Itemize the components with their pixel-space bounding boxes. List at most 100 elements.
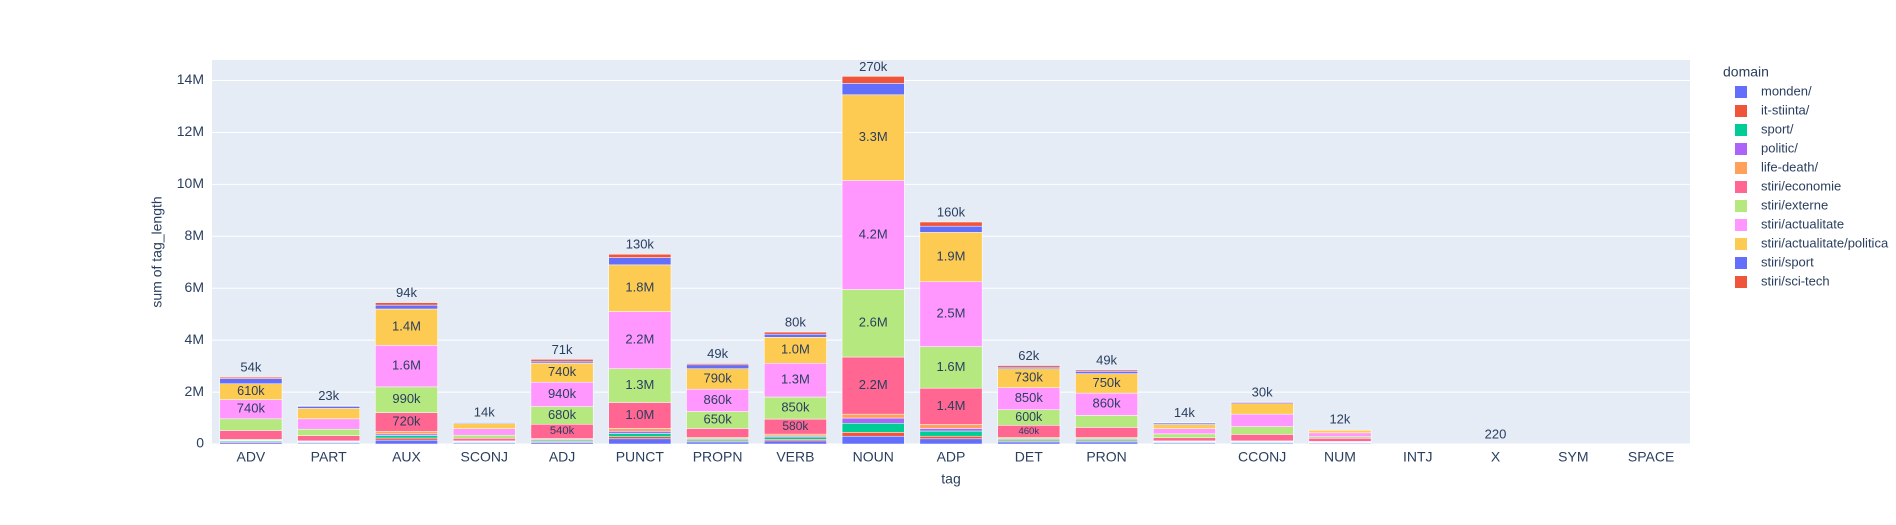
- bar-segment: [452, 423, 516, 429]
- x-tick-label: INTJ: [1403, 449, 1433, 465]
- y-tick-label: 2M: [185, 383, 204, 399]
- legend-swatch: [1735, 276, 1747, 288]
- data-label: 860k: [704, 392, 733, 407]
- data-label: 850k: [1015, 390, 1044, 405]
- bar-segment: [919, 424, 983, 429]
- data-label: 220: [1485, 426, 1507, 441]
- bar-segment: [608, 311, 672, 369]
- bar-segment: [375, 439, 438, 445]
- x-tick-label: PRON: [1086, 449, 1126, 465]
- bar-segment: [530, 360, 594, 364]
- data-label: 14k: [1174, 405, 1195, 420]
- legend-swatch: [1735, 143, 1747, 155]
- x-tick-label: ADV: [236, 449, 265, 465]
- x-tick-label: VERB: [776, 449, 814, 465]
- data-label: 30k: [1252, 384, 1273, 399]
- legend-label: stiri/actualitate: [1761, 216, 1844, 231]
- bar-segment: [608, 428, 672, 432]
- legend-label: stiri/actualitate/politica: [1761, 235, 1889, 250]
- bar-segment: [841, 435, 905, 445]
- legend-label: it-stiinta/: [1761, 102, 1810, 117]
- bar-segment: [919, 387, 983, 425]
- bar-segment: [841, 180, 905, 290]
- bar-segment: [764, 337, 827, 364]
- data-label: 4.2M: [859, 226, 888, 241]
- bar-segment: [375, 304, 438, 310]
- legend-swatch: [1735, 238, 1747, 250]
- bar-segment: [608, 436, 672, 440]
- legend-title: domain: [1723, 64, 1769, 80]
- bar-segment: [375, 308, 438, 346]
- bar-segment: [297, 406, 361, 409]
- bar-segment: [608, 402, 672, 429]
- bar-segment: [375, 386, 438, 413]
- bar-segment: [297, 428, 361, 436]
- bar-segment: [841, 289, 905, 358]
- legend-label: stiri/externe: [1761, 197, 1828, 212]
- bar-segment: [764, 363, 827, 398]
- data-label: 680k: [548, 407, 577, 422]
- bar-segment: [1308, 432, 1372, 437]
- bar-segment: [608, 438, 672, 445]
- legend-label: life-death/: [1761, 159, 1818, 174]
- x-tick-label: NOUN: [853, 449, 894, 465]
- bar-segment: [452, 428, 516, 436]
- bar-segment: [1153, 433, 1216, 439]
- bar-segment: [297, 418, 361, 430]
- data-label: 750k: [1092, 375, 1121, 390]
- bar-segment: [375, 302, 438, 306]
- data-label: 2.6M: [859, 315, 888, 330]
- data-label: 990k: [392, 391, 421, 406]
- legend-label: monden/: [1761, 83, 1812, 98]
- data-label: 650k: [704, 411, 733, 426]
- data-label: 1.0M: [625, 407, 654, 422]
- bar-segment: [1075, 441, 1138, 445]
- data-label: 270k: [859, 59, 888, 74]
- data-label: 600k: [1015, 410, 1043, 424]
- bar-segment: [1230, 426, 1294, 435]
- y-tick-label: 0: [196, 435, 204, 451]
- bar-segment: [608, 264, 672, 312]
- bar-segment: [686, 428, 749, 438]
- bar-segment: [219, 376, 283, 379]
- bar-segment: [919, 232, 983, 282]
- data-label: 160k: [937, 204, 966, 219]
- x-tick-label: CCONJ: [1238, 449, 1286, 465]
- bar-segment: [841, 94, 905, 181]
- data-label: 740k: [548, 364, 577, 379]
- bar-segment: [997, 365, 1061, 368]
- x-tick-label: SPACE: [1628, 449, 1674, 465]
- data-label: 12k: [1329, 412, 1350, 427]
- data-label: 730k: [1015, 370, 1044, 385]
- bar-segment: [919, 346, 983, 389]
- x-tick-label: PUNCT: [616, 449, 665, 465]
- legend-swatch: [1735, 181, 1747, 193]
- bar-segment: [919, 225, 983, 233]
- bar-segment: [1308, 429, 1372, 434]
- bar-segment: [1153, 437, 1216, 442]
- bar-segment: [997, 441, 1061, 445]
- bar-segment: [608, 431, 672, 434]
- bar-segment: [1230, 413, 1294, 427]
- data-label: 54k: [240, 360, 261, 375]
- data-label: 94k: [396, 285, 417, 300]
- legend-swatch: [1735, 86, 1747, 98]
- bar-segment: [686, 441, 749, 445]
- data-label: 14k: [474, 405, 495, 420]
- bar-segment: [764, 333, 827, 338]
- x-tick-label: X: [1491, 449, 1501, 465]
- y-tick-label: 14M: [177, 71, 204, 87]
- bar-segment: [375, 431, 438, 435]
- y-axis-title: sum of tag_length: [149, 196, 165, 307]
- bar-segment: [841, 413, 905, 419]
- x-tick-label: SCONJ: [461, 449, 508, 465]
- data-label: 130k: [626, 237, 655, 252]
- bar-segment: [919, 428, 983, 432]
- bar-segment: [686, 364, 749, 369]
- legend-label: politic/: [1761, 140, 1798, 155]
- legend-swatch: [1735, 257, 1747, 269]
- data-label: 860k: [1092, 396, 1121, 411]
- bar-segment: [1075, 369, 1138, 372]
- y-tick-label: 4M: [185, 331, 204, 347]
